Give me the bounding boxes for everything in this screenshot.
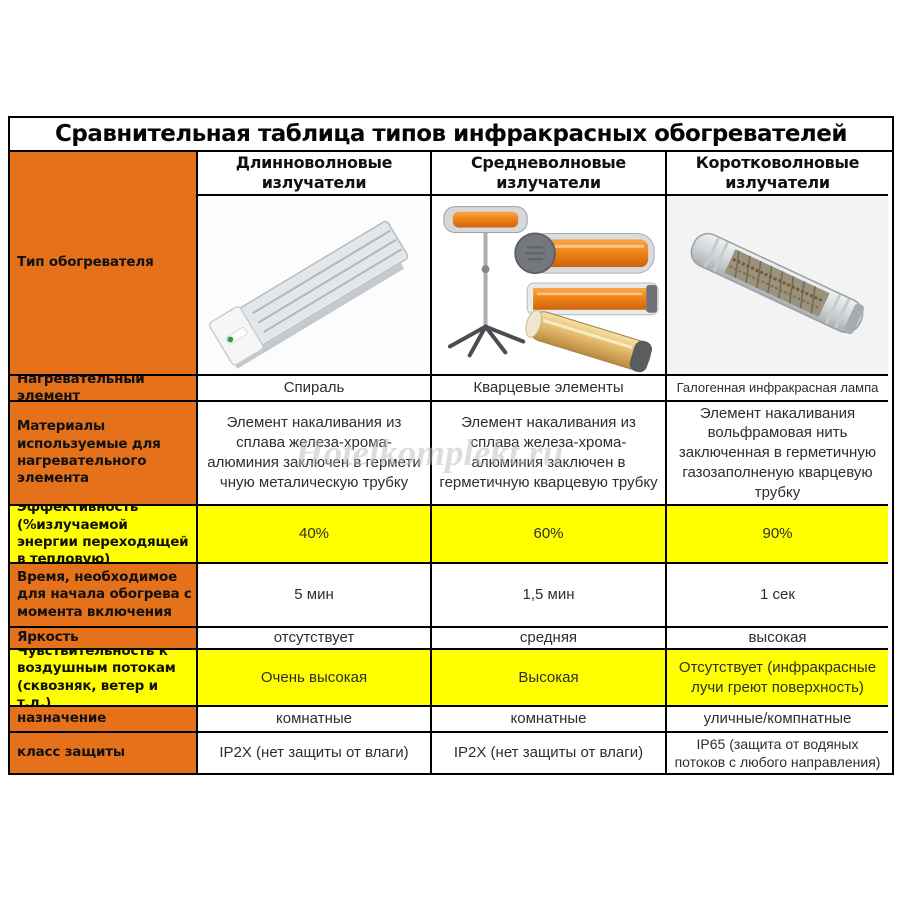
column-header-shortwave: Коротковолновые излучатели	[667, 152, 888, 196]
row-label-efficiency: Эффективность (%излучаемой энергии перех…	[10, 506, 198, 564]
row-label-warmup-time: Время, необходимое для начала обогрева с…	[10, 564, 198, 628]
table-cell: 40%	[198, 506, 432, 564]
row-label-heating-element: Нагревательный элемент	[10, 376, 198, 402]
table-cell: средняя	[432, 628, 667, 650]
table-cell: уличные/компнатные	[667, 707, 888, 733]
table-cell: IP2X (нет защиты от влаги)	[198, 733, 432, 773]
table-cell: 90%	[667, 506, 888, 564]
table-cell: Очень высокая	[198, 650, 432, 707]
longwave-panel-heater-photo	[198, 196, 432, 376]
table-cell: 1,5 мин	[432, 564, 667, 628]
table-cell: 5 мин	[198, 564, 432, 628]
table-cell: высокая	[667, 628, 888, 650]
table-cell: Высокая	[432, 650, 667, 707]
table-cell: комнатные	[198, 707, 432, 733]
table-cell: комнатные	[432, 707, 667, 733]
column-header-longwave: Длинноволновые излучатели	[198, 152, 432, 196]
table-cell: IP2X (нет защиты от влаги)	[432, 733, 667, 773]
table-cell: 60%	[432, 506, 667, 564]
table-cell: Отсутствует (инфракрасные лучи греют пов…	[667, 650, 888, 707]
midwave-stand-and-quartz-tube-heaters-photo	[432, 196, 667, 376]
table-cell: 1 сек	[667, 564, 888, 628]
table-cell: Элемент накаливания из сплава железа-хро…	[198, 402, 432, 506]
table-grid: Тип обогревателя Длинноволновые излучате…	[10, 152, 892, 773]
table-cell: Кварцевые элементы	[432, 376, 667, 402]
table-cell: Галогенная инфракрасная лампа	[667, 376, 888, 402]
table-cell: Элемент накаливания вольфрамовая нить за…	[667, 402, 888, 506]
row-label-airflow-sensitivity: Чувствительность к воздушным потокам (ск…	[10, 650, 198, 707]
row-label-materials: Материалы используемые для нагревательно…	[10, 402, 198, 506]
table-cell: Элемент накаливания из сплава железа-хро…	[432, 402, 667, 506]
row-label-brightness: Яркость	[10, 628, 198, 650]
table-cell: отсутствует	[198, 628, 432, 650]
column-header-midwave: Средневолновые излучатели	[432, 152, 667, 196]
row-label-heater-type: Тип обогревателя	[10, 152, 198, 376]
row-label-protection-class: класс защиты	[10, 733, 198, 773]
table-cell: IP65 (защита от водяных потоков с любого…	[667, 733, 888, 773]
shortwave-halogen-tube-heater-photo	[667, 196, 888, 376]
comparison-table: Сравнительная таблица типов инфракрасных…	[8, 116, 894, 775]
row-label-purpose: назначение	[10, 707, 198, 733]
page-title: Сравнительная таблица типов инфракрасных…	[10, 118, 892, 152]
table-cell: Спираль	[198, 376, 432, 402]
